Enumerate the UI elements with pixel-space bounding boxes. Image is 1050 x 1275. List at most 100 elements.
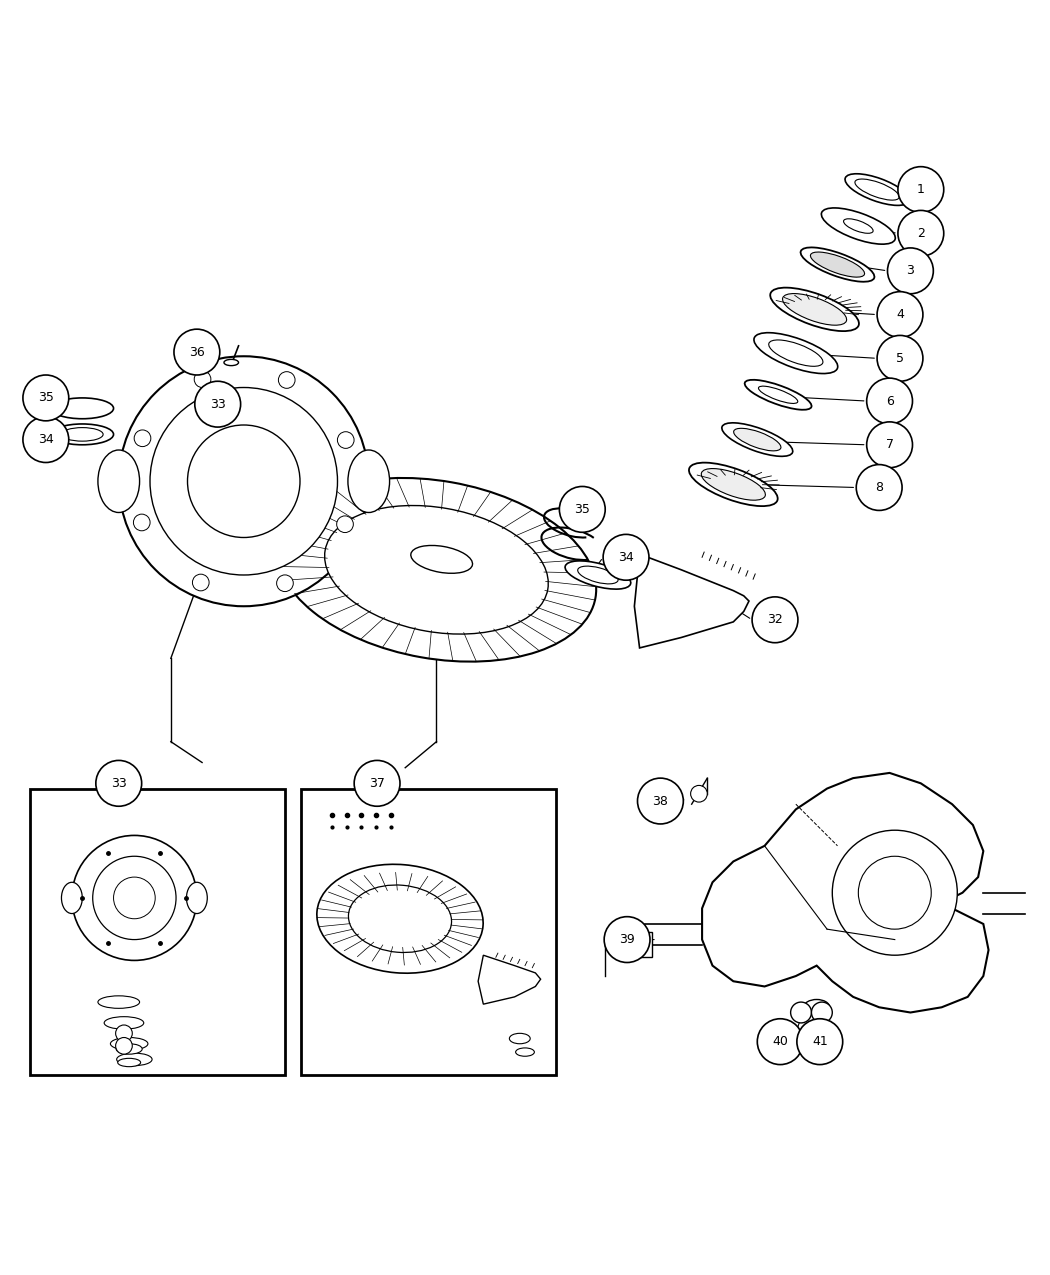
Ellipse shape bbox=[565, 561, 631, 589]
Ellipse shape bbox=[758, 386, 798, 403]
Circle shape bbox=[188, 425, 300, 538]
Circle shape bbox=[23, 375, 68, 421]
Text: 39: 39 bbox=[620, 933, 635, 946]
Ellipse shape bbox=[104, 1016, 144, 1029]
Ellipse shape bbox=[754, 333, 838, 374]
Ellipse shape bbox=[187, 882, 207, 914]
Ellipse shape bbox=[721, 423, 793, 456]
Ellipse shape bbox=[855, 179, 899, 200]
Ellipse shape bbox=[349, 885, 452, 952]
Text: 6: 6 bbox=[885, 394, 894, 408]
Circle shape bbox=[898, 210, 944, 256]
Circle shape bbox=[133, 514, 150, 530]
Circle shape bbox=[337, 516, 354, 533]
Circle shape bbox=[23, 417, 68, 463]
Text: 7: 7 bbox=[885, 439, 894, 451]
Circle shape bbox=[278, 371, 295, 389]
Circle shape bbox=[276, 575, 293, 592]
Circle shape bbox=[116, 1038, 132, 1054]
Ellipse shape bbox=[769, 340, 823, 366]
Bar bbox=[30, 788, 286, 1075]
Ellipse shape bbox=[411, 546, 472, 574]
Polygon shape bbox=[634, 555, 749, 648]
Circle shape bbox=[691, 785, 708, 802]
Circle shape bbox=[194, 371, 211, 388]
Circle shape bbox=[560, 487, 605, 532]
Circle shape bbox=[791, 1002, 812, 1023]
Circle shape bbox=[96, 760, 142, 806]
Text: 34: 34 bbox=[38, 434, 54, 446]
Circle shape bbox=[119, 356, 369, 606]
Ellipse shape bbox=[843, 219, 874, 233]
Ellipse shape bbox=[744, 380, 812, 409]
Circle shape bbox=[113, 877, 155, 919]
Text: 35: 35 bbox=[38, 391, 54, 404]
Circle shape bbox=[856, 464, 902, 510]
Ellipse shape bbox=[821, 208, 896, 244]
Circle shape bbox=[752, 597, 798, 643]
Circle shape bbox=[604, 917, 650, 963]
Ellipse shape bbox=[782, 293, 846, 325]
Text: 35: 35 bbox=[574, 502, 590, 516]
Text: 36: 36 bbox=[189, 346, 205, 358]
Text: 34: 34 bbox=[618, 551, 634, 564]
Ellipse shape bbox=[117, 1053, 152, 1066]
Ellipse shape bbox=[51, 398, 113, 418]
Circle shape bbox=[116, 1025, 132, 1042]
Ellipse shape bbox=[516, 1048, 534, 1056]
Circle shape bbox=[92, 857, 176, 940]
Ellipse shape bbox=[771, 288, 859, 332]
Ellipse shape bbox=[62, 882, 82, 914]
Ellipse shape bbox=[324, 505, 548, 634]
Text: 40: 40 bbox=[772, 1035, 789, 1048]
Ellipse shape bbox=[689, 463, 778, 506]
Circle shape bbox=[866, 379, 912, 425]
Text: 3: 3 bbox=[906, 264, 915, 278]
Bar bbox=[621, 932, 652, 958]
Ellipse shape bbox=[800, 247, 875, 282]
Polygon shape bbox=[478, 955, 541, 1005]
Ellipse shape bbox=[117, 1044, 142, 1054]
Ellipse shape bbox=[118, 1058, 141, 1067]
Polygon shape bbox=[702, 773, 988, 1012]
Ellipse shape bbox=[224, 360, 238, 366]
Circle shape bbox=[195, 381, 240, 427]
Ellipse shape bbox=[734, 428, 781, 451]
Circle shape bbox=[887, 247, 933, 293]
Ellipse shape bbox=[98, 996, 140, 1009]
Circle shape bbox=[354, 760, 400, 806]
Circle shape bbox=[603, 534, 649, 580]
Ellipse shape bbox=[845, 173, 909, 205]
Circle shape bbox=[150, 388, 337, 575]
Circle shape bbox=[833, 830, 958, 955]
Ellipse shape bbox=[277, 478, 596, 662]
Text: 1: 1 bbox=[917, 184, 925, 196]
Text: 37: 37 bbox=[370, 776, 385, 789]
Bar bbox=[301, 788, 556, 1075]
Circle shape bbox=[866, 422, 912, 468]
Circle shape bbox=[134, 430, 151, 446]
Circle shape bbox=[812, 1002, 833, 1023]
Circle shape bbox=[71, 835, 196, 960]
Text: 33: 33 bbox=[210, 398, 226, 411]
Circle shape bbox=[898, 167, 944, 213]
Ellipse shape bbox=[701, 469, 765, 500]
Ellipse shape bbox=[110, 1038, 148, 1051]
Circle shape bbox=[174, 329, 219, 375]
Circle shape bbox=[797, 1019, 843, 1065]
Text: 4: 4 bbox=[896, 309, 904, 321]
Circle shape bbox=[337, 432, 354, 449]
Text: 41: 41 bbox=[812, 1035, 827, 1048]
Text: 33: 33 bbox=[111, 776, 127, 789]
Text: 2: 2 bbox=[917, 227, 925, 240]
Ellipse shape bbox=[62, 427, 103, 441]
Circle shape bbox=[877, 292, 923, 338]
Text: 38: 38 bbox=[652, 794, 669, 807]
Ellipse shape bbox=[98, 450, 140, 513]
Ellipse shape bbox=[317, 864, 483, 973]
Circle shape bbox=[637, 778, 684, 824]
Ellipse shape bbox=[51, 425, 113, 445]
Ellipse shape bbox=[348, 450, 390, 513]
Ellipse shape bbox=[803, 1000, 830, 1015]
Circle shape bbox=[858, 857, 931, 929]
